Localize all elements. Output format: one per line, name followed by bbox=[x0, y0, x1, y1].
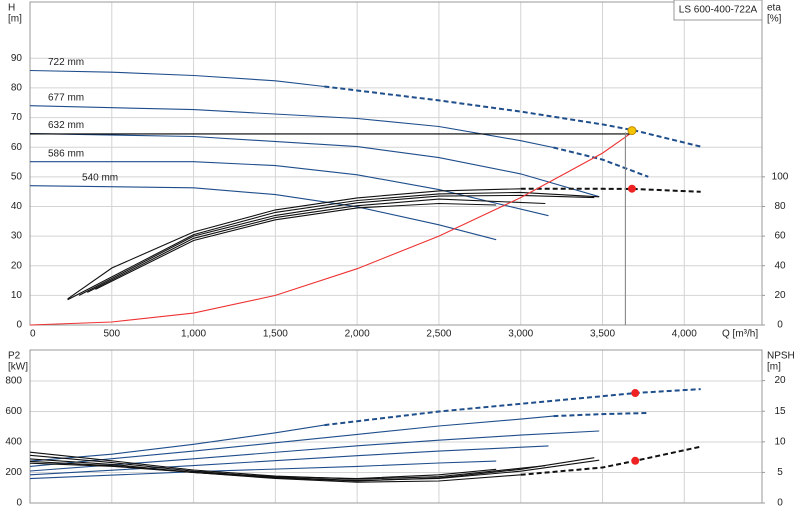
legend-title: LS 600-400-722A bbox=[679, 5, 758, 16]
curve bbox=[324, 388, 701, 427]
x-tick-label: 500 bbox=[103, 329, 120, 340]
y2-tick-label: 0 bbox=[777, 498, 783, 509]
secondary-curve bbox=[95, 202, 497, 290]
curve bbox=[29, 424, 325, 462]
y-tick-label: 30 bbox=[11, 231, 23, 242]
secondary-curve bbox=[520, 445, 701, 476]
x-tick-label: 1,500 bbox=[263, 329, 288, 340]
plot-frame bbox=[29, 1, 763, 326]
curve bbox=[29, 69, 325, 88]
curve-label: 722 mm bbox=[48, 57, 84, 68]
y-axis-label: H bbox=[8, 3, 15, 14]
y2-tick-label: 60 bbox=[774, 231, 786, 242]
y2-tick-label: 20 bbox=[774, 375, 786, 386]
point-marker bbox=[627, 184, 636, 193]
y2-axis-label: eta bbox=[767, 3, 781, 14]
secondary-curve bbox=[520, 187, 701, 193]
y-tick-label: 20 bbox=[11, 260, 23, 271]
x-tick-label: 2,500 bbox=[426, 329, 451, 340]
x-tick-label: 0 bbox=[30, 329, 36, 340]
x-tick-label: 3,000 bbox=[508, 329, 533, 340]
curve bbox=[29, 460, 497, 480]
y2-axis-label: [%] bbox=[767, 14, 782, 25]
curve-label: 677 mm bbox=[48, 92, 84, 103]
secondary-curve bbox=[29, 454, 600, 481]
x-tick-label: 4,000 bbox=[672, 329, 697, 340]
y-tick-label: 80 bbox=[11, 83, 23, 94]
legend-box bbox=[673, 0, 763, 21]
y2-axis-label: [m] bbox=[767, 362, 781, 373]
curve-label: 632 mm bbox=[48, 120, 84, 131]
y2-tick-label: 40 bbox=[774, 260, 786, 271]
x-tick-label: 3,500 bbox=[590, 329, 615, 340]
y-tick-label: 50 bbox=[11, 171, 23, 182]
y2-tick-label: 5 bbox=[777, 467, 783, 478]
curve bbox=[29, 105, 554, 149]
y-tick-label: 600 bbox=[5, 406, 22, 417]
y-tick-label: 60 bbox=[11, 142, 23, 153]
curve-label: 586 mm bbox=[48, 148, 84, 159]
curve-label: 540 mm bbox=[82, 172, 118, 183]
y2-tick-label: 100 bbox=[772, 171, 789, 182]
secondary-curve bbox=[78, 194, 595, 296]
curve bbox=[324, 85, 701, 148]
y2-tick-label: 20 bbox=[774, 290, 786, 301]
y2-tick-label: 80 bbox=[774, 201, 786, 212]
y-tick-label: 0 bbox=[16, 320, 22, 331]
y-tick-label: 200 bbox=[5, 467, 22, 478]
y-tick-label: 0 bbox=[16, 498, 22, 509]
y2-tick-label: 0 bbox=[777, 320, 783, 331]
secondary-curve bbox=[87, 198, 546, 293]
y2-tick-label: 15 bbox=[774, 406, 786, 417]
curve bbox=[29, 185, 497, 241]
y-tick-label: 90 bbox=[11, 53, 23, 64]
point-marker bbox=[631, 389, 640, 398]
y2-axis-label: NPSH bbox=[767, 351, 795, 362]
curve bbox=[553, 412, 649, 418]
curve bbox=[29, 415, 554, 467]
curve bbox=[553, 146, 649, 178]
y-axis-label: P2 bbox=[8, 351, 21, 362]
x-tick-label: 1,000 bbox=[181, 329, 206, 340]
x-axis-label: Q [m³/h] bbox=[722, 329, 758, 340]
secondary-curve bbox=[67, 188, 521, 300]
plot-frame bbox=[29, 349, 763, 504]
y-axis-label: [m] bbox=[8, 14, 22, 25]
curve bbox=[29, 430, 600, 472]
x-tick-label: 2,000 bbox=[345, 329, 370, 340]
secondary-curve bbox=[29, 462, 497, 480]
y-tick-label: 400 bbox=[5, 437, 22, 448]
y-tick-label: 40 bbox=[11, 201, 23, 212]
y-tick-label: 800 bbox=[5, 376, 22, 387]
y2-tick-label: 10 bbox=[774, 436, 786, 447]
curve bbox=[29, 133, 600, 198]
point-marker bbox=[631, 456, 640, 465]
curve bbox=[29, 131, 633, 326]
y-tick-label: 10 bbox=[11, 290, 23, 301]
secondary-curve bbox=[29, 451, 546, 480]
y-tick-label: 70 bbox=[11, 112, 23, 123]
secondary-curve bbox=[29, 458, 521, 483]
y-axis-label: [kW] bbox=[8, 362, 28, 373]
point-marker bbox=[627, 126, 637, 136]
secondary-curve bbox=[67, 191, 600, 301]
